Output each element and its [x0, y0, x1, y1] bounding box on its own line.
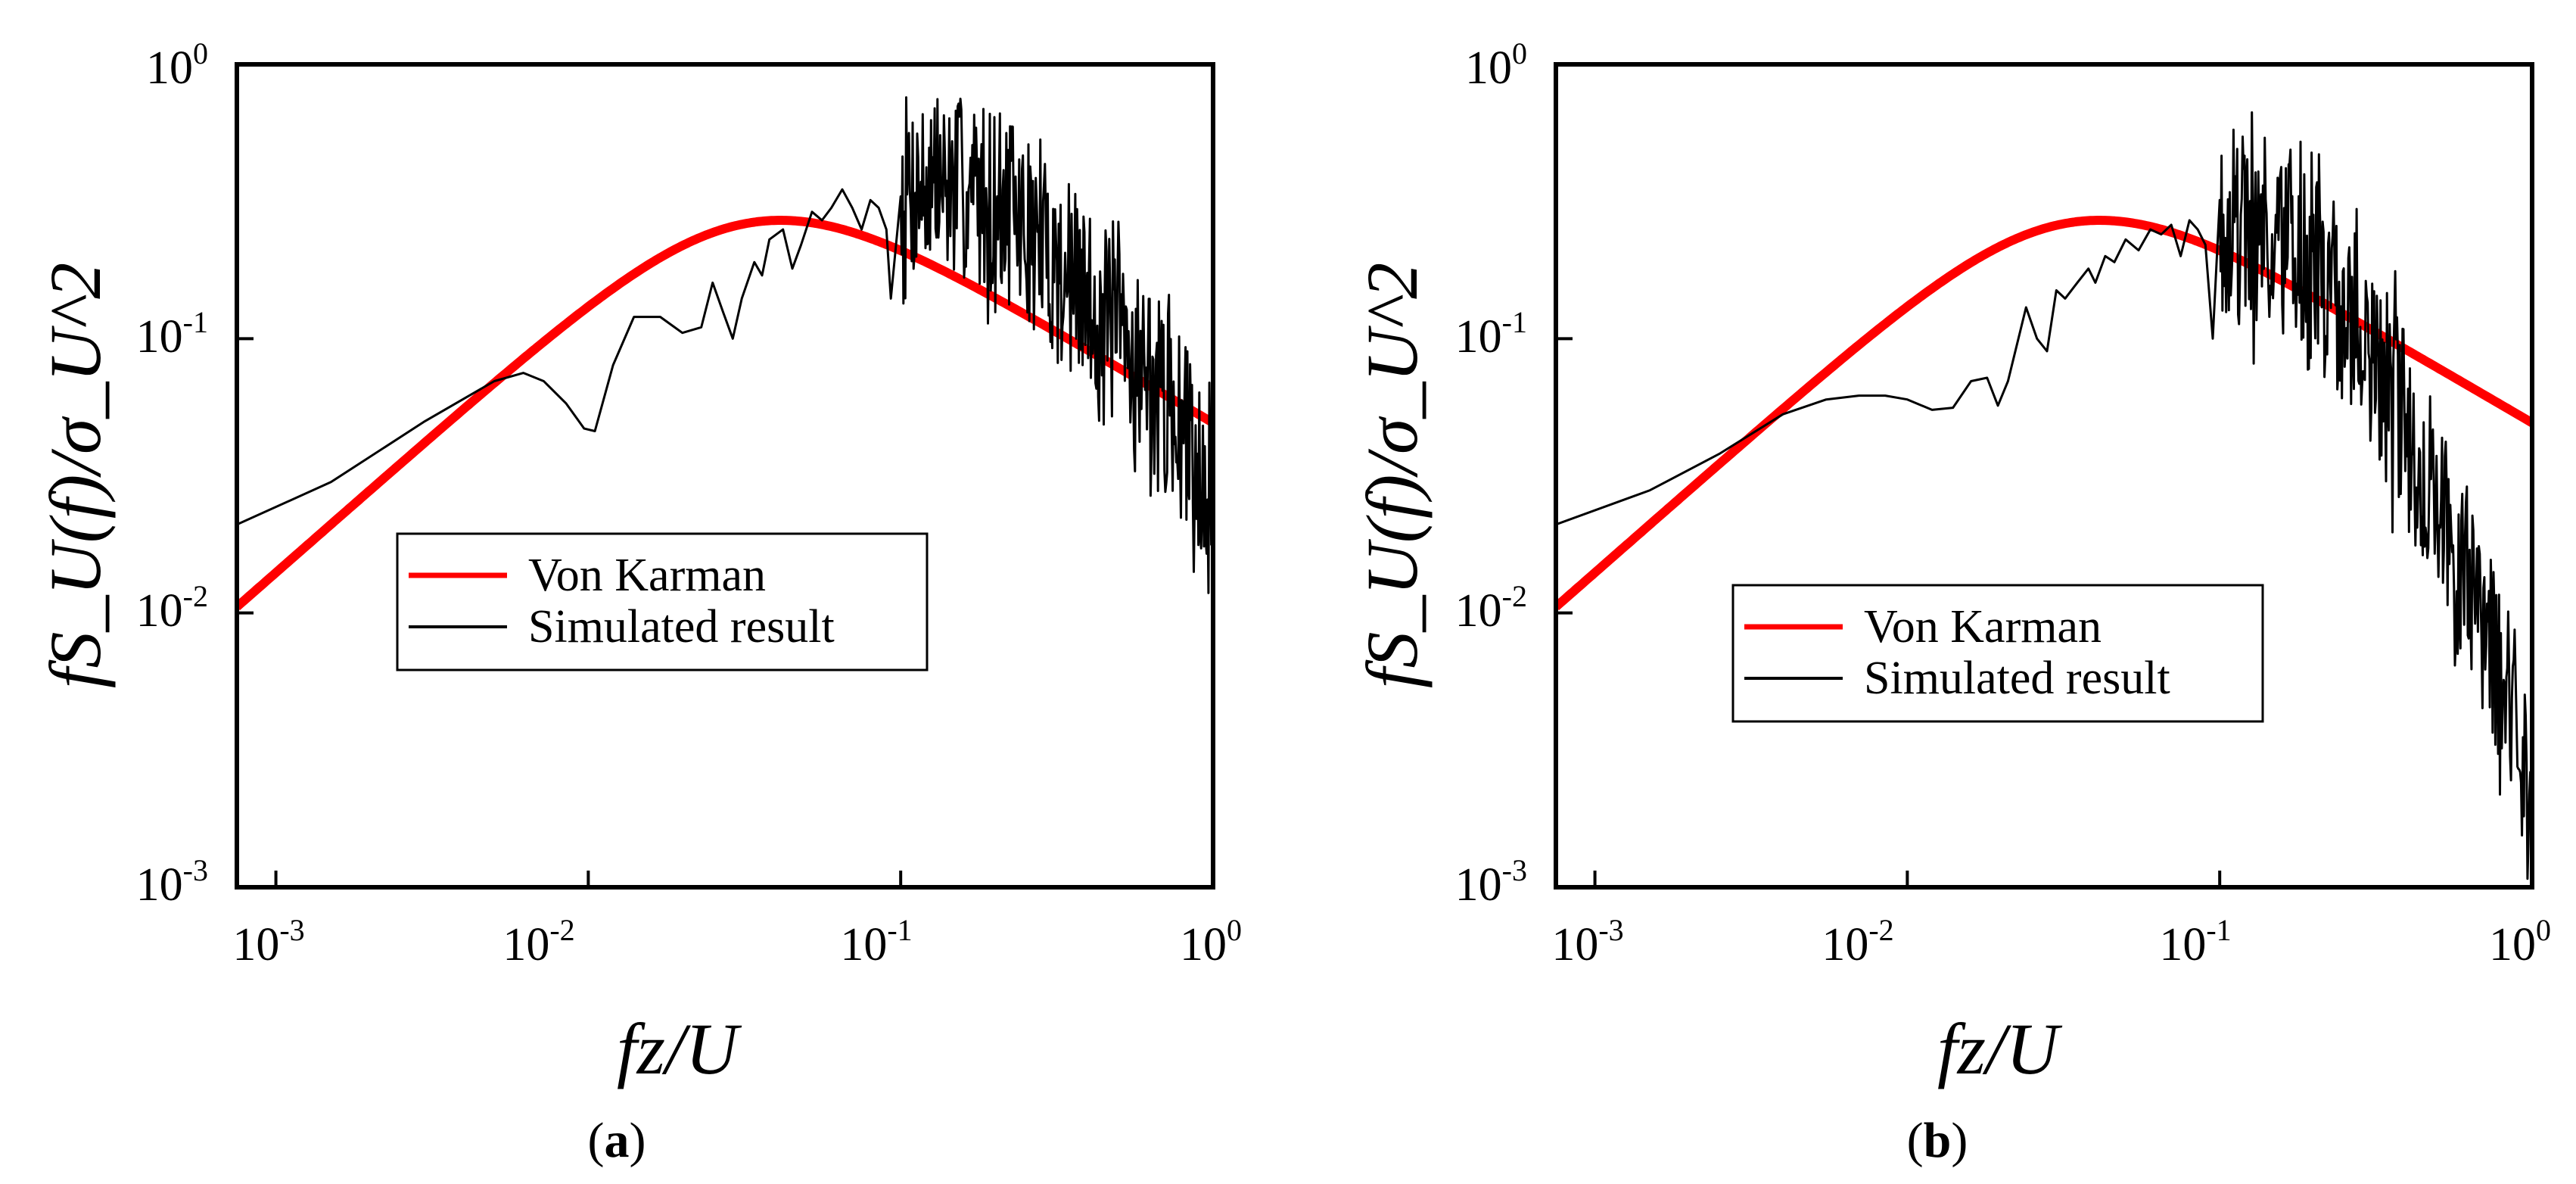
- x-tick-label: 100: [1180, 913, 1242, 971]
- legend: Von Karman Simulated result: [396, 532, 929, 671]
- x-tick-label: 10-1: [840, 913, 912, 971]
- y-tick-label: 10-2: [1455, 579, 1527, 637]
- von-karman-line: [1556, 216, 2532, 611]
- y-tick-label: 100: [1465, 36, 1527, 94]
- legend-box: [1731, 584, 2264, 723]
- x-tick-label: 10-2: [1822, 913, 1893, 971]
- simulated-result-line: [237, 96, 1213, 594]
- panel-b: 10-3 10-2 10-1 100 10-3 10-2 10-1 100 fS…: [1352, 36, 2551, 1168]
- y-tick-label: 10-1: [1455, 305, 1527, 363]
- y-tick-label: 10-1: [136, 305, 208, 363]
- y-tick-label: 10-3: [136, 853, 208, 911]
- x-tick-label: 10-3: [1551, 913, 1623, 971]
- y-tick-label: 100: [146, 36, 208, 94]
- y-tick-label: 10-3: [1455, 853, 1527, 911]
- plot-frame: [235, 62, 1215, 890]
- x-tick-label: 10-3: [232, 913, 304, 971]
- y-tick-label: 10-2: [136, 579, 208, 637]
- legend-label-von-karman: Von Karman: [1864, 601, 2102, 653]
- legend: Von Karman Simulated result: [1731, 584, 2264, 723]
- x-tick-label: 10-1: [2159, 913, 2231, 971]
- legend-label-simulated: Simulated result: [1864, 653, 2170, 704]
- panel-a: 10-3 10-2 10-1 100 10-3 10-2 10-1 100 fS…: [35, 36, 1242, 1168]
- x-axis-title: fz/U: [1937, 1008, 2063, 1089]
- simulated-result-line: [1556, 111, 2532, 887]
- x-tick-label: 10-2: [502, 913, 574, 971]
- panel-caption: (a): [588, 1113, 646, 1168]
- x-axis-title: fz/U: [617, 1008, 742, 1089]
- legend-label-von-karman: Von Karman: [528, 550, 766, 601]
- legend-label-simulated: Simulated result: [528, 601, 835, 653]
- panel-caption: (b): [1907, 1113, 1968, 1168]
- x-tick-label: 100: [2489, 913, 2551, 971]
- legend-box: [396, 532, 929, 671]
- y-axis-title: fS_U(f)/σ_U^2: [1352, 263, 1433, 688]
- y-axis-title: fS_U(f)/σ_U^2: [35, 263, 116, 688]
- plot-frame: [1554, 62, 2534, 890]
